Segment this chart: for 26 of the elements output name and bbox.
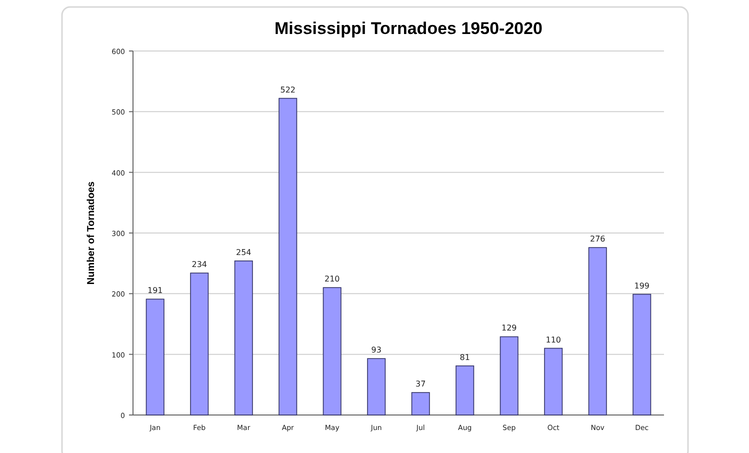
data-label: 254 bbox=[236, 248, 252, 257]
data-label: 81 bbox=[460, 352, 470, 362]
data-label: 210 bbox=[324, 274, 340, 284]
chart-title: Mississippi Tornadoes 1950-2020 bbox=[274, 19, 543, 38]
bar bbox=[588, 247, 607, 416]
bar bbox=[234, 260, 253, 416]
bar bbox=[632, 294, 652, 416]
bar bbox=[146, 298, 164, 416]
data-label: 37 bbox=[416, 380, 426, 389]
data-label: 234 bbox=[192, 260, 208, 270]
data-label: 522 bbox=[280, 85, 296, 94]
bar bbox=[278, 98, 298, 416]
data-label: 191 bbox=[147, 286, 163, 296]
bar bbox=[500, 336, 518, 416]
bar bbox=[367, 358, 386, 416]
data-label: 110 bbox=[546, 335, 562, 344]
data-label: 129 bbox=[501, 324, 517, 333]
y-axis-title: Number of Tornadoes bbox=[86, 180, 97, 285]
bar bbox=[411, 392, 430, 416]
bar bbox=[456, 365, 474, 416]
data-label: 199 bbox=[634, 281, 650, 290]
bar bbox=[190, 272, 209, 416]
bar bbox=[322, 287, 342, 416]
data-label: 93 bbox=[371, 346, 382, 355]
bar bbox=[544, 348, 563, 416]
data-label: 276 bbox=[590, 234, 606, 244]
